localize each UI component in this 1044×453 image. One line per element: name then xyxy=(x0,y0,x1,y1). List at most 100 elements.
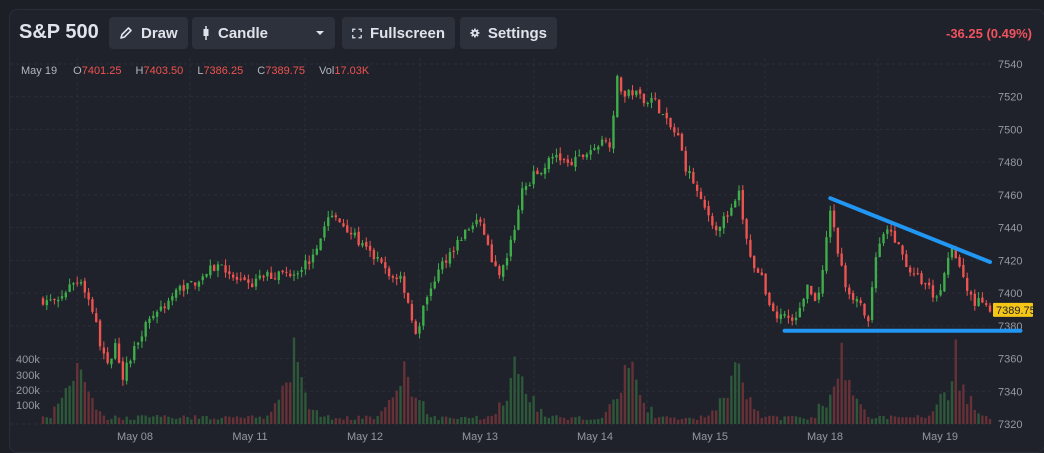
volume-bar xyxy=(566,419,570,424)
volume-bar xyxy=(60,397,64,424)
candle-body xyxy=(783,314,786,316)
volume-bar xyxy=(676,419,680,424)
volume-bar xyxy=(813,418,817,424)
volume-bar xyxy=(49,418,52,424)
volume-bar xyxy=(806,419,809,424)
y-tick-label: 7400 xyxy=(998,288,1022,300)
volume-bar xyxy=(931,411,935,424)
candle-body xyxy=(114,343,117,359)
candle-body xyxy=(190,281,193,283)
candle-body xyxy=(703,199,706,208)
volume-bar xyxy=(718,398,722,424)
volume-bar xyxy=(148,417,151,424)
candle-body xyxy=(623,91,627,97)
volume-bar xyxy=(772,415,775,424)
volume-bar xyxy=(581,419,585,424)
candle-body xyxy=(650,97,653,103)
volume-bar xyxy=(178,417,182,424)
volume-bar xyxy=(524,393,528,424)
volume-bar xyxy=(296,362,299,424)
settings-button[interactable]: Settings xyxy=(460,17,557,49)
candle-body xyxy=(212,265,216,271)
volume-bar xyxy=(133,419,136,424)
candle-body xyxy=(684,150,687,172)
volume-bar xyxy=(220,417,223,424)
volume-bar xyxy=(680,418,684,424)
candle-body xyxy=(338,218,341,223)
candle-body xyxy=(768,292,771,306)
candle-body xyxy=(117,343,121,363)
volume-bar xyxy=(821,405,824,424)
candle-body xyxy=(734,200,737,208)
candle-body xyxy=(882,234,885,244)
volume-bar xyxy=(863,409,866,424)
candle-body xyxy=(559,153,562,161)
candle-body xyxy=(981,297,984,303)
candle-body xyxy=(562,159,566,161)
candle-body xyxy=(551,156,554,159)
volume-bar xyxy=(893,416,897,424)
volume-bar xyxy=(684,417,687,424)
volume-bar xyxy=(460,417,463,424)
volume-bar xyxy=(486,416,490,424)
candle-body xyxy=(444,260,448,263)
fullscreen-button[interactable]: Fullscreen xyxy=(342,17,455,49)
candle-body xyxy=(498,266,501,276)
x-tick-label: May 08 xyxy=(117,431,153,443)
draw-button[interactable]: Draw xyxy=(109,17,188,49)
volume-bar xyxy=(346,416,349,424)
candle-body xyxy=(589,150,592,155)
candle-body xyxy=(935,296,938,298)
candle-body xyxy=(988,305,992,312)
candle-body xyxy=(467,229,471,231)
candle-body xyxy=(216,264,220,271)
volume-bar xyxy=(422,401,425,424)
candle-body xyxy=(764,273,767,295)
volume-bar xyxy=(418,400,421,424)
candle-body xyxy=(87,292,90,300)
candle-body xyxy=(323,226,326,238)
trendline-resistance xyxy=(828,196,992,264)
volume-bar xyxy=(585,419,589,424)
candlestick-chart[interactable]: 7540752075007480746074407420740073807360… xyxy=(10,10,1044,452)
candle-body xyxy=(920,273,923,284)
volume-bar xyxy=(315,410,319,424)
volume-bar xyxy=(349,419,353,424)
volume-bar xyxy=(414,397,417,424)
volume-bar xyxy=(463,416,467,424)
volume-bar xyxy=(760,417,763,424)
volume-bar xyxy=(695,419,699,424)
volume-bar xyxy=(673,417,676,424)
volume-bar xyxy=(517,373,520,424)
y-tick-label: 7500 xyxy=(998,124,1022,136)
candle-body xyxy=(509,239,512,257)
candle-body xyxy=(718,226,722,232)
candle-body xyxy=(277,271,280,281)
candle-body xyxy=(962,264,965,277)
volume-bar xyxy=(167,416,170,424)
y-tick-label: 7440 xyxy=(998,223,1022,235)
volume-bar xyxy=(433,415,436,424)
volume-bar xyxy=(273,403,277,424)
candle-body xyxy=(422,305,425,326)
candle-body xyxy=(661,114,665,116)
volume-bar xyxy=(121,419,125,424)
volume-bar xyxy=(201,416,204,424)
volume-bar xyxy=(623,364,627,424)
candle-body xyxy=(886,229,889,234)
candle-body xyxy=(817,292,821,300)
fullscreen-label: Fullscreen xyxy=(369,24,445,42)
volume-bar xyxy=(764,416,767,424)
volume-bar xyxy=(482,418,486,424)
candle-body xyxy=(825,237,828,272)
volume-bar xyxy=(114,415,117,424)
volume-bar xyxy=(817,403,821,424)
candle-body xyxy=(707,206,710,216)
settings-label: Settings xyxy=(487,24,547,42)
volume-bar xyxy=(547,417,551,424)
candle-body xyxy=(205,274,208,277)
volume-bar xyxy=(616,398,619,424)
volume-bar xyxy=(901,417,904,424)
candle-body xyxy=(429,288,433,297)
chart-type-dropdown[interactable]: Candle xyxy=(192,17,335,49)
